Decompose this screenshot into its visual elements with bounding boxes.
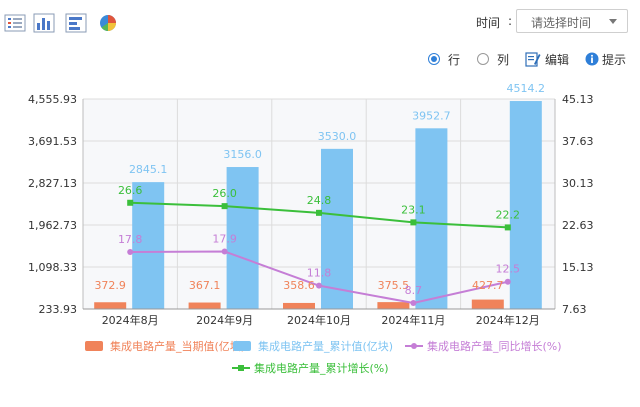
- data-label-cumulative: 2845.1: [129, 163, 168, 176]
- legend-swatch-current: [85, 341, 103, 351]
- right-axis-tick-label: 22.63: [562, 219, 594, 232]
- cumulative-growth-point: [127, 199, 134, 206]
- cumulative-growth-point: [504, 224, 511, 231]
- bar-cumulative: [321, 148, 353, 309]
- legend-swatch-cumulative-growth: [232, 365, 250, 371]
- legend-swatch-cumulative: [233, 341, 251, 351]
- left-axis-tick-label: 1,962.73: [28, 219, 77, 232]
- x-axis-tick-label: 2024年8月: [102, 313, 159, 327]
- yoy-data-label: 12.5: [496, 263, 521, 276]
- bar-cumulative: [509, 101, 542, 309]
- toolbar: 时间 : 请选择时间: [0, 0, 640, 44]
- chevron-down-icon: [609, 19, 617, 24]
- edit-icon: [525, 52, 541, 67]
- left-axis-tick-label: 4,555.93: [28, 93, 77, 106]
- yoy-point: [221, 248, 228, 255]
- bar-cumulative: [415, 128, 448, 309]
- edit-label: 编辑: [545, 53, 570, 67]
- time-select-placeholder: 请选择时间: [531, 16, 592, 30]
- legend-label-cumulative: 集成电路产量_累计值(亿块): [258, 340, 394, 353]
- yoy-point: [504, 278, 511, 285]
- bar-current: [94, 302, 127, 309]
- cumulative-growth-data-label: 26.6: [118, 184, 143, 197]
- left-axis-tick-label: 1,098.33: [28, 261, 77, 274]
- bar-chart-icon[interactable]: [33, 12, 55, 34]
- data-label-cumulative: 4514.2: [507, 82, 546, 95]
- data-label-current: 367.1: [189, 279, 221, 292]
- tip-label: 提示: [602, 53, 627, 67]
- cumulative-growth-point: [221, 203, 228, 210]
- data-label-cumulative: 3530.0: [318, 130, 357, 143]
- data-label-cumulative: 3156.0: [223, 148, 262, 161]
- cumulative-growth-data-label: 23.1: [401, 203, 426, 216]
- column-radio[interactable]: [477, 53, 489, 65]
- cumulative-growth-data-label: 26.0: [212, 187, 237, 200]
- bar-cumulative: [226, 167, 259, 309]
- x-axis-tick-label: 2024年12月: [476, 313, 540, 327]
- data-label-current: 427.7: [472, 279, 504, 292]
- legend-label-current: 集成电路产量_当期值(亿块): [110, 340, 246, 353]
- data-label-current: 372.9: [94, 279, 126, 292]
- list-view-icon[interactable]: [4, 12, 26, 34]
- right-axis-tick-label: 37.63: [562, 135, 594, 148]
- yoy-point: [127, 249, 134, 256]
- time-colon: :: [508, 14, 513, 28]
- data-label-current: 375.5: [378, 279, 410, 292]
- yoy-data-label: 17.9: [212, 232, 237, 245]
- row-radio[interactable]: [428, 53, 440, 65]
- legend-swatch-yoy: [405, 343, 423, 349]
- cumulative-growth-data-label: 24.8: [307, 194, 332, 207]
- x-axis-tick-label: 2024年10月: [287, 313, 351, 327]
- x-axis-tick-label: 2024年9月: [196, 313, 253, 327]
- yoy-point: [410, 300, 417, 307]
- data-label-cumulative: 3952.7: [412, 109, 451, 122]
- data-label-current: 358.6: [283, 279, 315, 292]
- left-axis-tick-label: 3,691.53: [28, 135, 77, 148]
- yoy-point: [316, 282, 322, 289]
- row-option-label: 行: [448, 53, 461, 67]
- legend-label-cumulative-growth: 集成电路产量_累计增长(%): [254, 362, 389, 375]
- yoy-data-label: 11.8: [307, 267, 332, 280]
- bar-current: [188, 302, 221, 309]
- bar-current: [283, 302, 315, 309]
- time-select[interactable]: 请选择时间: [516, 9, 628, 33]
- right-axis-tick-label: 45.13: [562, 93, 594, 106]
- left-axis-tick-label: 233.93: [39, 303, 78, 316]
- right-axis-tick-label: 7.63: [562, 303, 587, 316]
- yoy-data-label: 17.8: [118, 233, 143, 246]
- horizontal-bar-icon[interactable]: [65, 12, 87, 34]
- cumulative-growth-point: [316, 209, 322, 216]
- pie-chart-icon[interactable]: [97, 12, 119, 34]
- info-icon: [585, 52, 599, 66]
- legend-label-yoy: 集成电路产量_同比增长(%): [427, 340, 562, 353]
- cumulative-growth-point: [410, 219, 417, 226]
- bar-current: [377, 302, 410, 309]
- time-label: 时间: [476, 16, 501, 30]
- column-option-label: 列: [497, 53, 510, 67]
- bar-current: [471, 299, 504, 309]
- right-axis-tick-label: 15.13: [562, 261, 594, 274]
- left-axis-tick-label: 2,827.13: [28, 177, 77, 190]
- yoy-data-label: 8.7: [405, 284, 423, 297]
- right-axis-tick-label: 30.13: [562, 177, 594, 190]
- x-axis-tick-label: 2024年11月: [381, 313, 445, 327]
- cumulative-growth-data-label: 22.2: [496, 208, 521, 221]
